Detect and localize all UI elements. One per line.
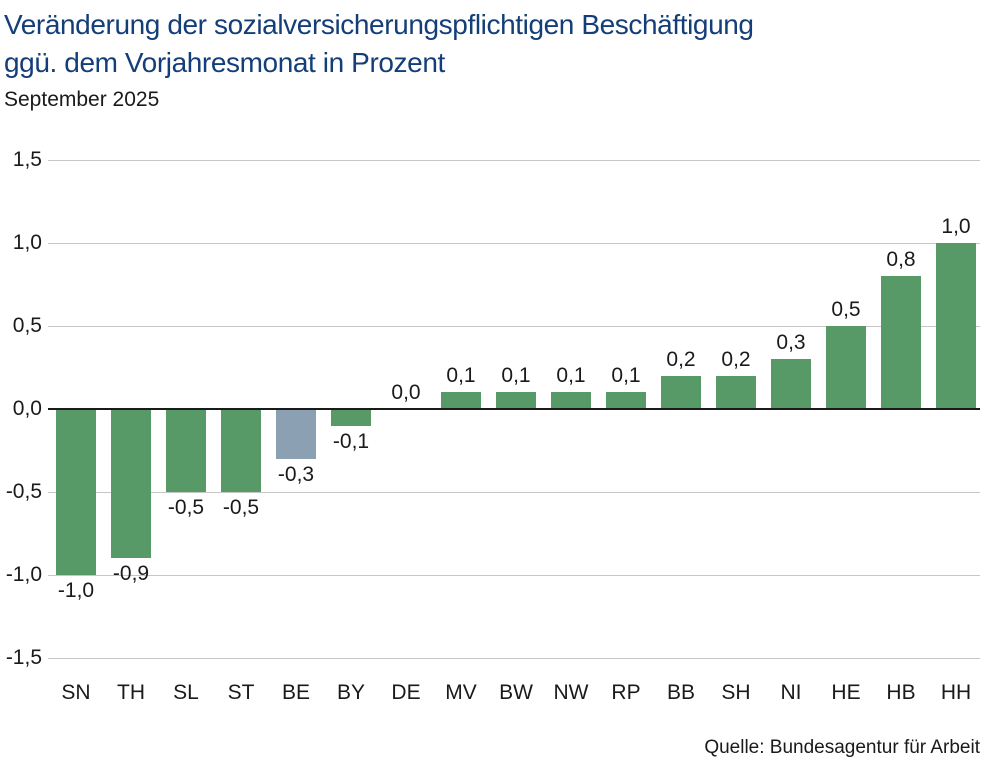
value-label-HB: 0,8: [886, 248, 916, 271]
bar-ST: [221, 409, 261, 492]
x-tick-label-RP: RP: [611, 681, 641, 704]
chart-title-line2: ggü. dem Vorjahresmonat in Prozent: [4, 47, 445, 78]
x-tick-label-DE: DE: [391, 681, 421, 704]
x-tick-label-HE: HE: [831, 681, 861, 704]
bar-SH: [716, 376, 756, 409]
bar-BY: [331, 409, 371, 426]
x-tick-label-BB: BB: [666, 681, 695, 704]
y-tick-label: 0,5: [12, 314, 42, 337]
source-note: Quelle: Bundesagentur für Arbeit: [704, 737, 980, 758]
y-tick-label: -1,5: [5, 646, 42, 669]
value-label-NI: 0,3: [776, 331, 806, 354]
x-tick-label-BE: BE: [281, 681, 310, 704]
bar-BW: [496, 392, 536, 409]
value-label-BW: 0,1: [501, 364, 531, 387]
x-tick-label-HB: HB: [886, 681, 916, 704]
bar-NW: [551, 392, 591, 409]
value-label-BB: 0,2: [666, 348, 696, 371]
y-tick-label: 1,0: [12, 231, 42, 254]
gridline: [48, 575, 980, 576]
x-tick-label-MV: MV: [445, 681, 477, 704]
value-label-ST: -0,5: [222, 496, 260, 519]
value-label-NW: 0,1: [556, 364, 586, 387]
x-tick-label-NI: NI: [780, 681, 802, 704]
gridline: [48, 160, 980, 161]
x-tick-label-ST: ST: [227, 681, 255, 704]
chart-title: Veränderung der sozialversicherungspflic…: [4, 6, 964, 82]
value-label-BY: -0,1: [332, 430, 370, 453]
bar-TH: [111, 409, 151, 558]
x-tick-label-HH: HH: [940, 681, 972, 704]
zero-axis-line: [48, 408, 980, 410]
bar-BE: [276, 409, 316, 459]
bar-SL: [166, 409, 206, 492]
x-tick-label-SH: SH: [721, 681, 751, 704]
x-tick-label-BW: BW: [499, 681, 533, 704]
value-label-BE: -0,3: [277, 463, 315, 486]
x-tick-label-SL: SL: [173, 681, 199, 704]
x-tick-label-TH: TH: [117, 681, 145, 704]
x-tick-label-SN: SN: [61, 681, 91, 704]
gridline: [48, 243, 980, 244]
x-tick-label-NW: NW: [553, 681, 589, 704]
value-label-HH: 1,0: [941, 215, 971, 238]
bar-SN: [56, 409, 96, 575]
bar-RP: [606, 392, 646, 409]
value-label-SN: -1,0: [57, 579, 95, 602]
bar-MV: [441, 392, 481, 409]
value-label-TH: -0,9: [112, 562, 150, 585]
bar-HE: [826, 326, 866, 409]
gridline: [48, 658, 980, 659]
value-label-DE: 0,0: [391, 381, 421, 404]
chart-subtitle: September 2025: [4, 88, 160, 111]
value-label-SL: -0,5: [167, 496, 205, 519]
value-label-MV: 0,1: [446, 364, 476, 387]
value-label-SH: 0,2: [721, 348, 751, 371]
gridline: [48, 492, 980, 493]
x-tick-label-BY: BY: [336, 681, 365, 704]
value-label-HE: 0,5: [831, 298, 861, 321]
bar-HB: [881, 276, 921, 409]
y-tick-label: 0,0: [12, 397, 42, 420]
y-tick-label: -0,5: [5, 480, 42, 503]
gridline: [48, 326, 980, 327]
y-tick-label: 1,5: [12, 148, 42, 171]
bar-HH: [936, 243, 976, 409]
y-tick-label: -1,0: [5, 563, 42, 586]
bar-BB: [661, 376, 701, 409]
value-label-RP: 0,1: [611, 364, 641, 387]
chart-title-line1: Veränderung der sozialversicherungspflic…: [4, 9, 754, 40]
bar-NI: [771, 359, 811, 409]
